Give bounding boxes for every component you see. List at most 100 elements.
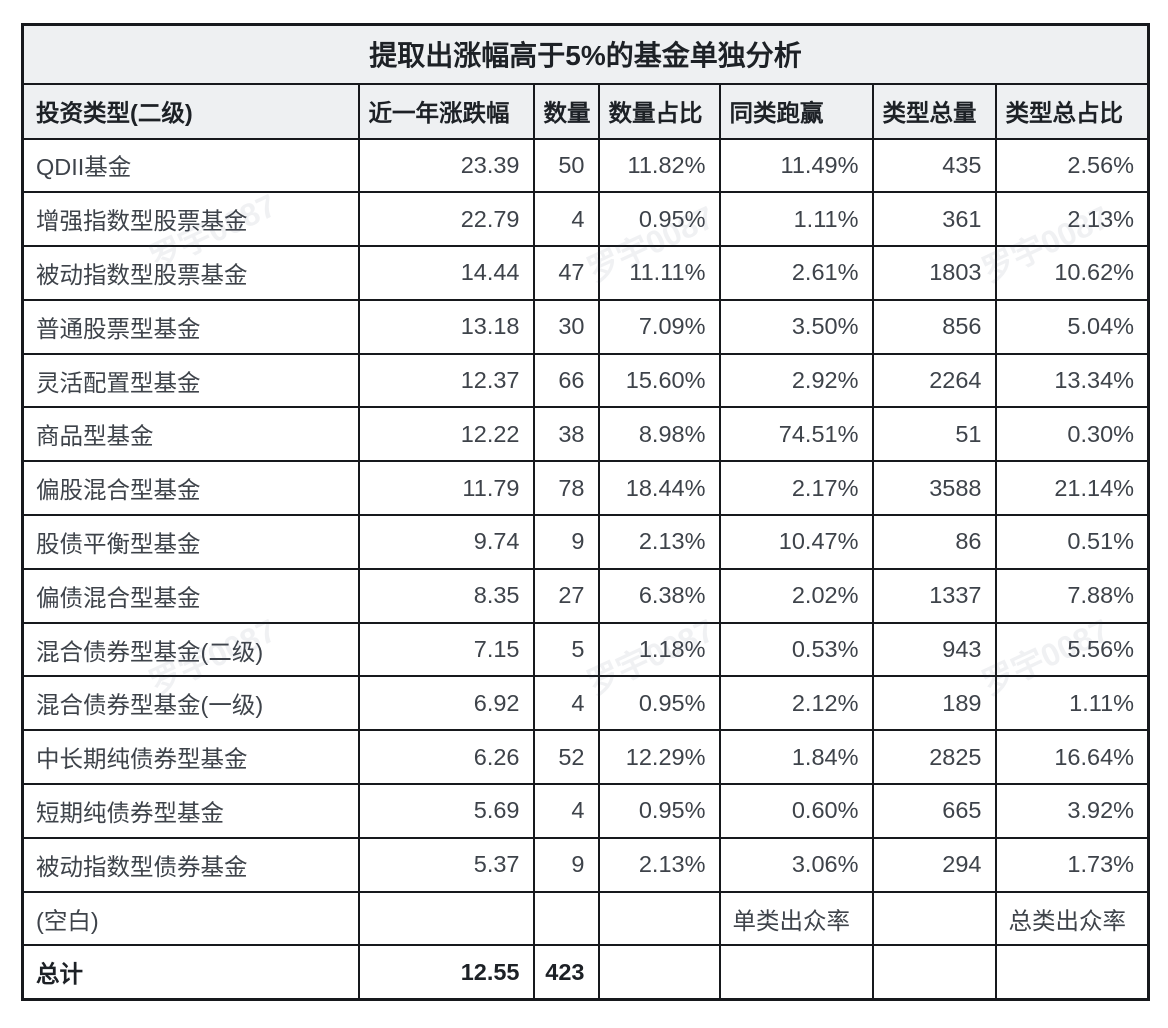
value-cell <box>871 944 997 1001</box>
value-cell: 6.26 <box>357 729 535 786</box>
value-cell: 总类出众率 <box>994 890 1150 947</box>
row-label-cell: 被动指数型债券基金 <box>21 836 360 893</box>
row-label-cell: 偏股混合型基金 <box>21 460 360 517</box>
value-cell: 6.92 <box>357 675 535 732</box>
table-row: 偏债混合型基金 8.35 27 6.38% 2.02% 1337 7.88% <box>21 567 1150 624</box>
value-cell <box>994 944 1150 1001</box>
value-cell: 5.56% <box>994 621 1150 678</box>
value-cell: 189 <box>871 675 997 732</box>
row-label-cell: 混合债券型基金(二级) <box>21 621 360 678</box>
value-cell: 10.47% <box>718 514 874 570</box>
table-title: 提取出涨幅高于5%的基金单独分析 <box>21 23 1150 85</box>
value-cell: 7.09% <box>597 298 721 355</box>
value-cell: 8.98% <box>597 406 721 463</box>
value-cell: 4 <box>532 191 600 248</box>
value-cell: 0.95% <box>597 191 721 248</box>
column-header-count-ratio: 数量占比 <box>597 82 721 140</box>
row-label-cell: QDII基金 <box>21 137 360 194</box>
table-row: 普通股票型基金 13.18 30 7.09% 3.50% 856 5.04% <box>21 298 1150 355</box>
value-cell: 8.35 <box>357 567 535 624</box>
value-cell: 13.34% <box>994 352 1150 409</box>
row-label-cell: 股债平衡型基金 <box>21 514 360 570</box>
value-cell: 4 <box>532 675 600 732</box>
title-row: 提取出涨幅高于5%的基金单独分析 <box>21 23 1150 85</box>
value-cell: 66 <box>532 352 600 409</box>
value-cell: 13.18 <box>357 298 535 355</box>
row-label-cell: 总计 <box>21 944 360 1001</box>
value-cell: 2.92% <box>718 352 874 409</box>
row-label-cell: 偏债混合型基金 <box>21 567 360 624</box>
row-label-cell: 商品型基金 <box>21 406 360 463</box>
value-cell: 2825 <box>871 729 997 786</box>
value-cell: 47 <box>532 245 600 301</box>
row-label-cell: 中长期纯债券型基金 <box>21 729 360 786</box>
value-cell: 5.04% <box>994 298 1150 355</box>
value-cell: 0.60% <box>718 783 874 839</box>
value-cell: 943 <box>871 621 997 678</box>
value-cell: 2.13% <box>597 514 721 570</box>
row-label-cell: (空白) <box>21 890 360 947</box>
value-cell: 2.12% <box>718 675 874 732</box>
value-cell: 15.60% <box>597 352 721 409</box>
table-row: 偏股混合型基金 11.79 78 18.44% 2.17% 3588 21.14% <box>21 460 1150 517</box>
value-cell: 18.44% <box>597 460 721 517</box>
table-row: (空白) 单类出众率 总类出众率 <box>21 890 1150 947</box>
value-cell: 30 <box>532 298 600 355</box>
value-cell: 435 <box>871 137 997 194</box>
value-cell: 7.15 <box>357 621 535 678</box>
value-cell: 2.13% <box>994 191 1150 248</box>
value-cell: 5 <box>532 621 600 678</box>
value-cell: 1.18% <box>597 621 721 678</box>
row-label-cell: 灵活配置型基金 <box>21 352 360 409</box>
table-row: QDII基金 23.39 50 11.82% 11.49% 435 2.56% <box>21 137 1150 194</box>
value-cell: 4 <box>532 783 600 839</box>
value-cell: 5.37 <box>357 836 535 893</box>
value-cell: 单类出众率 <box>718 890 874 947</box>
value-cell: 1.73% <box>994 836 1150 893</box>
value-cell: 86 <box>871 514 997 570</box>
value-cell <box>871 890 997 947</box>
value-cell: 423 <box>532 944 600 1001</box>
value-cell: 361 <box>871 191 997 248</box>
row-label-cell: 普通股票型基金 <box>21 298 360 355</box>
value-cell: 6.38% <box>597 567 721 624</box>
value-cell: 1.11% <box>994 675 1150 732</box>
value-cell: 0.53% <box>718 621 874 678</box>
column-header-investment-type: 投资类型(二级) <box>21 82 360 140</box>
table-row: 混合债券型基金(一级) 6.92 4 0.95% 2.12% 189 1.11% <box>21 675 1150 732</box>
value-cell: 21.14% <box>994 460 1150 517</box>
value-cell: 9 <box>532 836 600 893</box>
row-label-cell: 混合债券型基金(一级) <box>21 675 360 732</box>
table-row: 总计 12.55 423 <box>21 944 1150 1001</box>
value-cell: 16.64% <box>994 729 1150 786</box>
value-cell: 12.29% <box>597 729 721 786</box>
value-cell: 0.51% <box>994 514 1150 570</box>
column-header-count: 数量 <box>532 82 600 140</box>
value-cell: 1337 <box>871 567 997 624</box>
value-cell: 50 <box>532 137 600 194</box>
table-row: 混合债券型基金(二级) 7.15 5 1.18% 0.53% 943 5.56% <box>21 621 1150 678</box>
row-label-cell: 被动指数型股票基金 <box>21 245 360 301</box>
value-cell: 11.49% <box>718 137 874 194</box>
row-label-cell: 增强指数型股票基金 <box>21 191 360 248</box>
value-cell: 2.02% <box>718 567 874 624</box>
value-cell: 3.92% <box>994 783 1150 839</box>
column-header-type-total: 类型总量 <box>871 82 997 140</box>
value-cell: 2.61% <box>718 245 874 301</box>
value-cell: 5.69 <box>357 783 535 839</box>
table-row: 股债平衡型基金 9.74 9 2.13% 10.47% 86 0.51% <box>21 514 1150 570</box>
value-cell: 856 <box>871 298 997 355</box>
value-cell: 9 <box>532 514 600 570</box>
value-cell: 14.44 <box>357 245 535 301</box>
value-cell: 0.30% <box>994 406 1150 463</box>
table-row: 灵活配置型基金 12.37 66 15.60% 2.92% 2264 13.34% <box>21 352 1150 409</box>
value-cell: 38 <box>532 406 600 463</box>
table-row: 中长期纯债券型基金 6.26 52 12.29% 1.84% 2825 16.64% <box>21 729 1150 786</box>
value-cell: 1.11% <box>718 191 874 248</box>
value-cell: 74.51% <box>718 406 874 463</box>
value-cell: 51 <box>871 406 997 463</box>
value-cell <box>718 944 874 1001</box>
column-header-row: 投资类型(二级) 近一年涨跌幅 数量 数量占比 同类跑赢 类型总量 类型总占比 <box>21 82 1150 140</box>
value-cell: 7.88% <box>994 567 1150 624</box>
column-header-one-year-change: 近一年涨跌幅 <box>357 82 535 140</box>
